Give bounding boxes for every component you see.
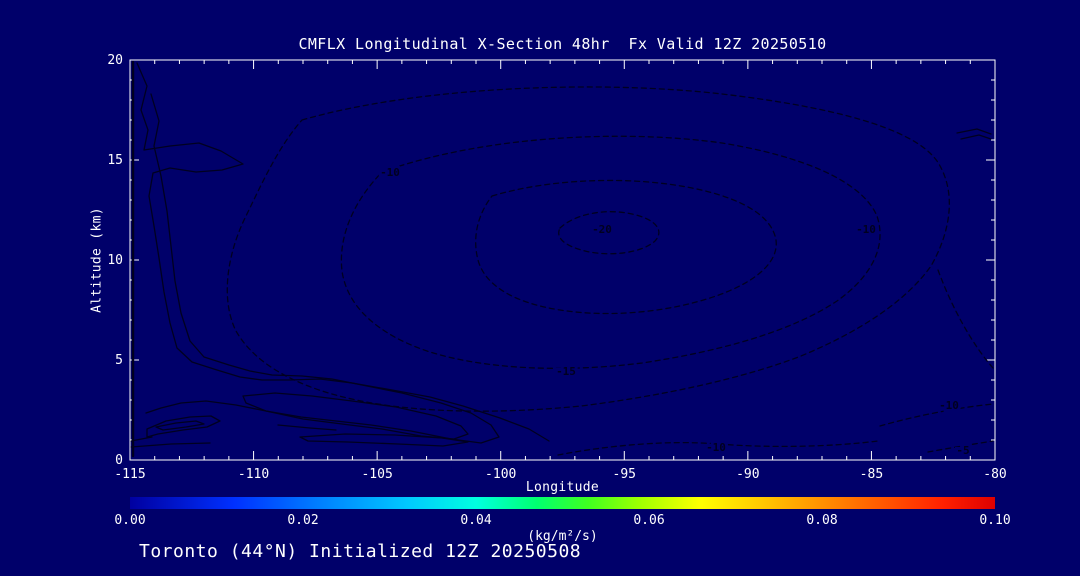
colorbar-tick-label: 0.06 xyxy=(633,513,665,528)
y-tick-label: 20 xyxy=(107,53,123,68)
x-axis-title: Longitude xyxy=(525,480,600,495)
colorbar-units-label: (kg/m²/s) xyxy=(527,529,598,544)
contour-line-dashed xyxy=(879,403,994,427)
contour-label: -10 xyxy=(939,399,959,412)
contour-label: -10 xyxy=(856,223,876,236)
contour-line-solid xyxy=(155,420,205,431)
x-tick-label: -90 xyxy=(736,467,759,482)
x-tick-label: -100 xyxy=(485,467,516,482)
y-tick-label: 5 xyxy=(115,353,123,368)
chart-title: CMFLX Longitudinal X-Section 48hr Fx Val… xyxy=(298,35,827,53)
colorbar-gradient xyxy=(130,497,995,509)
colorbar-tick-label: 0.08 xyxy=(806,513,838,528)
contour-line-dashed xyxy=(475,179,777,315)
x-tick-label: -115 xyxy=(114,467,145,482)
contour-label: -5 xyxy=(956,444,969,457)
contour-line-solid xyxy=(242,392,469,440)
contour-label: -10 xyxy=(380,166,400,179)
contour-line-solid xyxy=(277,424,337,431)
plot-frame xyxy=(129,59,996,461)
y-tick-label: 10 xyxy=(107,253,123,268)
y-tick-label: 0 xyxy=(115,453,123,468)
contour-line-dashed xyxy=(557,440,879,456)
contour-line-solid xyxy=(146,415,221,438)
contour-label: -15 xyxy=(556,365,576,378)
contour-line-dashed xyxy=(937,269,994,369)
contour-line-solid xyxy=(145,93,500,444)
x-tick-label: -85 xyxy=(860,467,883,482)
colorbar-tick-label: 0.04 xyxy=(460,513,492,528)
contour-line-solid xyxy=(130,442,211,448)
x-tick-label: -110 xyxy=(238,467,269,482)
contour-line-solid xyxy=(960,134,992,140)
contour-line-solid xyxy=(136,62,550,442)
x-tick-label: -95 xyxy=(613,467,636,482)
contour-label: -10 xyxy=(706,441,726,454)
contour-line-dashed xyxy=(558,211,660,255)
contour-label: -20 xyxy=(592,223,612,236)
contour-line-dashed xyxy=(340,135,881,369)
contour-line-dashed xyxy=(226,86,950,412)
contour-line-solid xyxy=(956,128,992,135)
colorbar-tick-label: 0.00 xyxy=(114,513,146,528)
run-info-text: Toronto (44°N) Initialized 12Z 20250508 xyxy=(139,541,582,562)
y-tick-label: 15 xyxy=(107,153,123,168)
contour-line-solid xyxy=(130,436,153,442)
colorbar-tick-label: 0.10 xyxy=(979,513,1011,528)
x-tick-label: -80 xyxy=(983,467,1006,482)
colorbar-tick-label: 0.02 xyxy=(287,513,319,528)
contour-line-solid xyxy=(299,433,469,447)
x-tick-label: -105 xyxy=(361,467,392,482)
